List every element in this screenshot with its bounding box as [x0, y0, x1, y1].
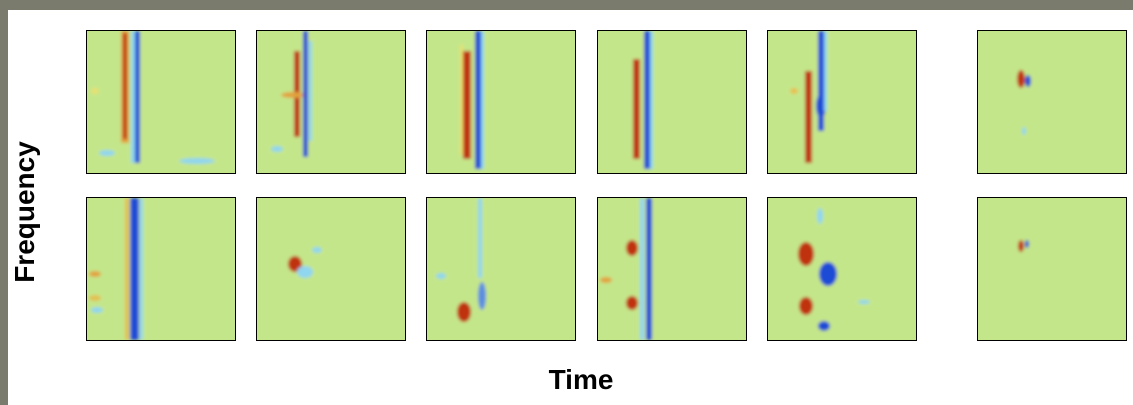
spectrogram-tile-r2-c6 — [977, 197, 1127, 341]
spectrogram-tile-r2-c5 — [767, 197, 917, 341]
y-axis-label: Frequency — [9, 141, 40, 283]
spectrogram-tile-r2-c4 — [597, 197, 747, 341]
x-axis-label: Time — [548, 364, 614, 395]
spectrogram-tile-r1-c2 — [256, 30, 406, 174]
spectrogram-tile-r1-c3 — [426, 30, 576, 174]
spectrogram-tile-r2-c2 — [256, 197, 406, 341]
spectrogram-tile-r2-c1 — [86, 197, 236, 341]
spectrogram-tile-r2-c3 — [426, 197, 576, 341]
spectrogram-tile-r1-c5 — [767, 30, 917, 174]
spectrogram-tile-r1-c6 — [977, 30, 1127, 174]
spectrogram-tile-r1-c1 — [86, 30, 236, 174]
spectrogram-tile-r1-c4 — [597, 30, 747, 174]
